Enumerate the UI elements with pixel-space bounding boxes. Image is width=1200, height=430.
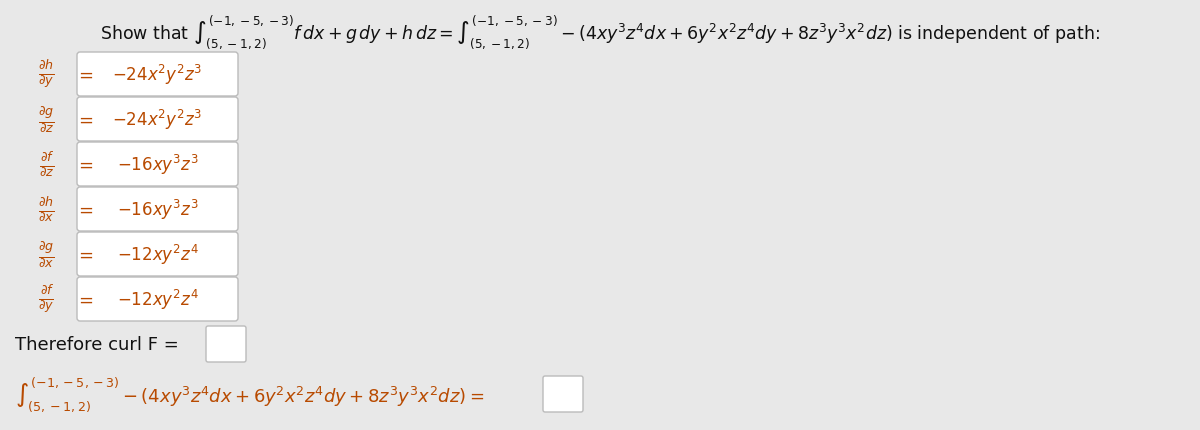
Text: $\frac{\partial f}{\partial z}$: $\frac{\partial f}{\partial z}$ — [40, 150, 55, 179]
Text: $=$: $=$ — [74, 111, 94, 129]
Text: $-16xy^3z^3$: $-16xy^3z^3$ — [116, 153, 198, 177]
Text: $=$: $=$ — [74, 246, 94, 264]
Text: $=$: $=$ — [74, 200, 94, 218]
FancyBboxPatch shape — [77, 233, 238, 276]
Text: $\frac{\partial h}{\partial x}$: $\frac{\partial h}{\partial x}$ — [38, 195, 55, 224]
FancyBboxPatch shape — [77, 143, 238, 187]
Text: Therefore curl F =: Therefore curl F = — [14, 335, 179, 353]
FancyBboxPatch shape — [77, 187, 238, 231]
Text: $\int_{(5,-1,2)}^{(-1,-5,-3)} - (4xy^3z^4dx + 6y^2x^2z^4dy + 8z^3y^3x^2dz) =$: $\int_{(5,-1,2)}^{(-1,-5,-3)} - (4xy^3z^… — [14, 375, 484, 413]
Text: $\frac{\partial f}{\partial y}$: $\frac{\partial f}{\partial y}$ — [38, 283, 55, 315]
Text: $-24x^2y^2z^3$: $-24x^2y^2z^3$ — [113, 63, 203, 87]
FancyBboxPatch shape — [77, 98, 238, 141]
FancyBboxPatch shape — [77, 277, 238, 321]
Text: $=$: $=$ — [74, 66, 94, 84]
Text: $-12xy^2z^4$: $-12xy^2z^4$ — [116, 243, 198, 267]
Text: $=$: $=$ — [74, 290, 94, 308]
Text: $\frac{\partial h}{\partial y}$: $\frac{\partial h}{\partial y}$ — [38, 59, 55, 91]
FancyBboxPatch shape — [206, 326, 246, 362]
Text: Show that $\int_{(5,-1,2)}^{(-1,-5,-3)} f\,dx + g\,dy + h\,dz = \int_{(5,-1,2)}^: Show that $\int_{(5,-1,2)}^{(-1,-5,-3)} … — [100, 13, 1100, 51]
Text: $\frac{\partial g}{\partial z}$: $\frac{\partial g}{\partial z}$ — [38, 105, 55, 135]
Text: $-16xy^3z^3$: $-16xy^3z^3$ — [116, 197, 198, 221]
Text: $-12xy^2z^4$: $-12xy^2z^4$ — [116, 287, 198, 311]
Text: $=$: $=$ — [74, 156, 94, 174]
FancyBboxPatch shape — [542, 376, 583, 412]
FancyBboxPatch shape — [77, 53, 238, 97]
Text: $\frac{\partial g}{\partial x}$: $\frac{\partial g}{\partial x}$ — [38, 240, 55, 269]
Text: $-24x^2y^2z^3$: $-24x^2y^2z^3$ — [113, 108, 203, 132]
